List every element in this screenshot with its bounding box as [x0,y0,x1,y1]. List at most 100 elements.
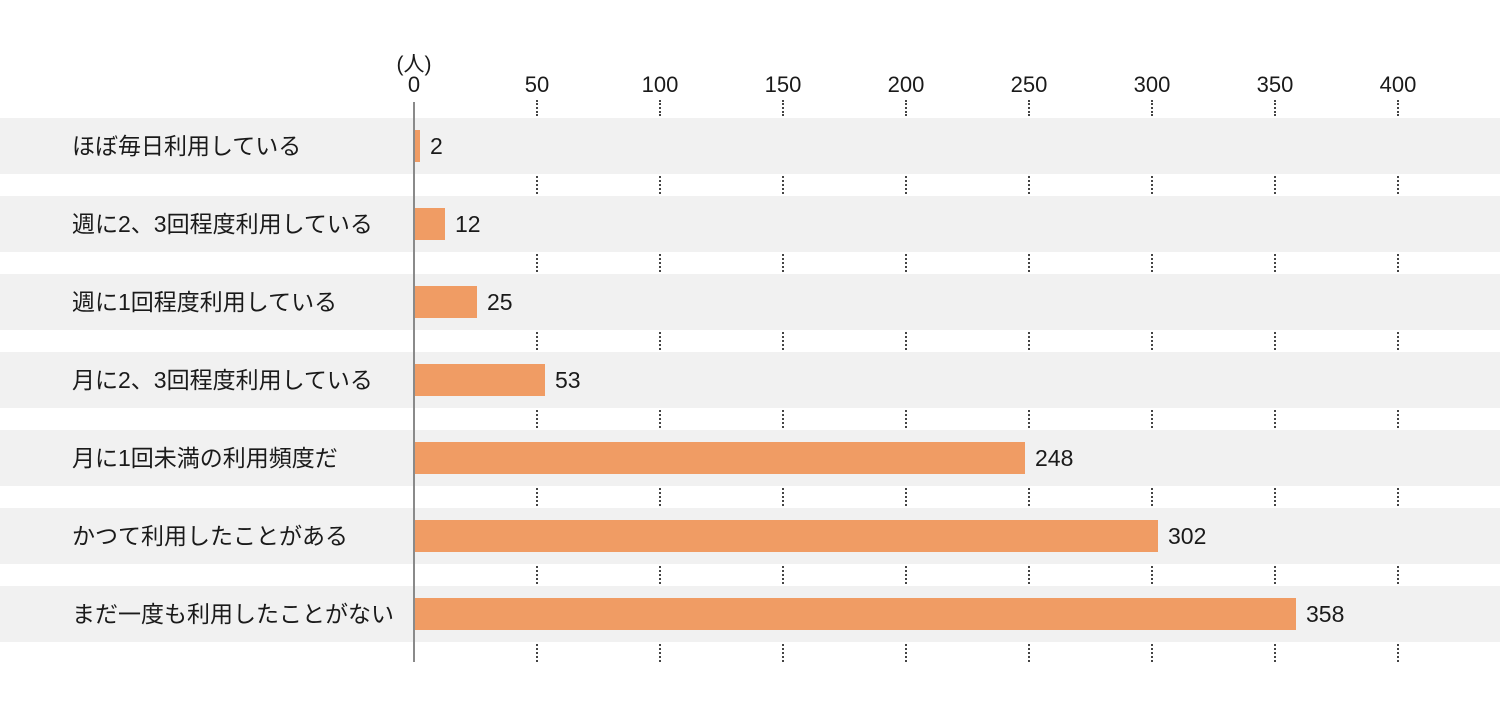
x-tick-label: 50 [524,72,550,97]
gridline-tick [1397,644,1399,662]
x-tick-label: 200 [887,72,925,97]
gridline-tick [1151,488,1153,506]
gridline-tick [1274,100,1276,116]
gridline-tick [905,332,907,350]
gridline-tick [1028,566,1030,584]
bar-value-label: 53 [555,367,581,393]
bar-value-label: 248 [1035,445,1074,471]
gridline-tick [1397,566,1399,584]
gridline-tick [659,176,661,194]
gridline-tick [1151,254,1153,272]
gridline-tick [536,176,538,194]
gridline-tick [536,410,538,428]
x-tick-label: 400 [1379,72,1417,97]
gridline-tick [536,644,538,662]
gridline-tick [782,254,784,272]
x-tick-label: 150 [764,72,802,97]
bar [415,208,445,240]
bar-value-label: 358 [1306,601,1345,627]
gridline-tick [782,566,784,584]
bar [415,520,1158,552]
gridline-tick [1397,488,1399,506]
gridline-tick [1397,100,1399,116]
gridline-tick [1151,176,1153,194]
gridline-tick [905,644,907,662]
gridline-tick [536,254,538,272]
gridline-tick [782,488,784,506]
gridline-tick [536,566,538,584]
gridline-tick [1028,644,1030,662]
gridline-tick [659,488,661,506]
gridline-tick [1028,488,1030,506]
gridline-tick [1151,566,1153,584]
gridline-tick [1274,254,1276,272]
bar [415,598,1296,630]
bar [415,442,1025,474]
axis-unit-label: (人) [396,53,432,76]
bar-value-label: 2 [430,133,443,159]
category-label: 週に1回程度利用している [72,289,338,315]
category-label: かつて利用したことがある [72,523,348,549]
gridline-tick [659,410,661,428]
row-band [0,118,1500,174]
gridline-tick [1397,410,1399,428]
gridline-tick [905,410,907,428]
gridline-tick [1274,566,1276,584]
x-tick-label: 250 [1010,72,1048,97]
category-label: 月に2、3回程度利用している [72,367,373,393]
y-axis-zero-line [413,102,415,662]
row-band [0,196,1500,252]
gridline-tick [905,488,907,506]
gridline-tick [1151,332,1153,350]
gridline-tick [905,100,907,116]
x-tick-label: 300 [1133,72,1171,97]
x-tick-label: 350 [1256,72,1294,97]
gridline-tick [659,332,661,350]
gridline-tick [1151,100,1153,116]
gridline-tick [1028,332,1030,350]
bar-value-label: 12 [455,211,481,237]
gridline-tick [782,332,784,350]
gridline-tick [1397,176,1399,194]
gridline-tick [659,566,661,584]
gridline-tick [905,176,907,194]
category-label: 月に1回未満の利用頻度だ [72,445,338,471]
row-band [0,274,1500,330]
gridline-tick [1028,100,1030,116]
gridline-tick [782,644,784,662]
category-label: ほぼ毎日利用している [72,133,302,159]
category-label: まだ一度も利用したことがない [72,601,394,627]
bar [415,364,545,396]
gridline-tick [659,644,661,662]
gridline-tick [905,566,907,584]
gridline-tick [1274,332,1276,350]
bar [415,286,477,318]
gridline-tick [1274,410,1276,428]
gridline-tick [659,100,661,116]
gridline-tick [782,176,784,194]
gridline-tick [782,410,784,428]
gridline-tick [1151,410,1153,428]
gridline-tick [1151,644,1153,662]
x-tick-label: 0 [407,72,421,97]
gridline-tick [1028,176,1030,194]
gridline-tick [782,100,784,116]
gridline-tick [1274,176,1276,194]
gridline-tick [536,332,538,350]
gridline-tick [905,254,907,272]
bar-value-label: 302 [1168,523,1207,549]
row-band [0,352,1500,408]
gridline-tick [659,254,661,272]
category-label: 週に2、3回程度利用している [72,211,373,237]
gridline-tick [536,488,538,506]
gridline-tick [536,100,538,116]
gridline-tick [1028,410,1030,428]
bar-value-label: 25 [487,289,513,315]
bar [415,130,420,162]
x-tick-label: 100 [641,72,679,97]
gridline-tick [1397,254,1399,272]
gridline-tick [1274,644,1276,662]
gridline-tick [1397,332,1399,350]
gridline-tick [1028,254,1030,272]
